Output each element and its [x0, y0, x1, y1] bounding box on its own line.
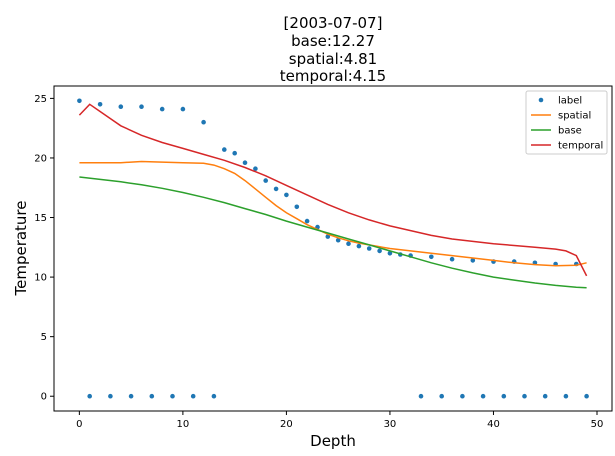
title-line-2: base:12.27: [291, 32, 375, 50]
legend-label-temporal: temporal: [558, 141, 603, 152]
data-point-label: [87, 393, 92, 399]
plot-layer: [77, 98, 589, 399]
series-line-spatial: [79, 160, 587, 267]
data-point-label: [563, 393, 569, 399]
data-point-label: [253, 166, 258, 171]
data-point-label: [180, 106, 186, 112]
x-tick-label: 40: [487, 419, 500, 430]
legend-box: [525, 90, 608, 155]
data-point-label: [242, 160, 248, 165]
y-axis-label: Temperature: [12, 200, 30, 296]
data-point-label: [139, 104, 144, 109]
x-axis: 0 10 20 30 40 50: [76, 411, 603, 430]
title-line-3: spatial:4.81: [289, 50, 377, 68]
y-axis: 0 5 10 15 20 25: [34, 94, 54, 403]
legend-label-spatial: spatial: [558, 111, 591, 122]
data-point-label: [304, 218, 310, 224]
data-point-label: [325, 234, 331, 239]
data-point-label: [470, 258, 476, 263]
data-point-label: [97, 102, 103, 107]
y-tick-label: 20: [34, 153, 47, 164]
y-tick-label: 25: [34, 94, 47, 105]
data-point-label: [377, 248, 382, 254]
data-point-label: [418, 393, 424, 399]
data-point-label: [149, 393, 155, 399]
title-line-1: [2003-07-07]: [284, 14, 383, 32]
data-point-label: [77, 98, 82, 104]
data-point-label: [128, 393, 134, 399]
data-point-label: [335, 237, 341, 243]
series-line-base: [79, 176, 587, 289]
data-point-label: [263, 178, 269, 183]
data-point-label: [232, 150, 237, 156]
data-point-label: [501, 393, 507, 399]
data-point-label: [522, 393, 527, 399]
data-point-label: [273, 186, 279, 192]
data-point-label: [284, 192, 289, 198]
y-tick-label: 15: [34, 213, 47, 224]
data-point-label: [190, 393, 196, 399]
data-point-label: [366, 246, 372, 251]
legend-swatch-label: [538, 97, 544, 103]
series-line-temporal: [78, 103, 588, 277]
data-point-label: [159, 106, 165, 112]
data-point-label: [387, 251, 393, 256]
data-point-label: [429, 254, 434, 260]
y-tick-label: 10: [34, 273, 47, 284]
data-point-label: [222, 147, 227, 152]
data-point-label: [346, 241, 351, 246]
data-point-label: [201, 119, 206, 125]
data-point-label: [439, 393, 445, 399]
legend-label-label: label: [558, 96, 582, 107]
x-tick-label: 0: [76, 419, 82, 430]
x-tick-label: 50: [591, 419, 604, 430]
x-tick-label: 30: [384, 419, 397, 430]
data-point-label: [480, 393, 486, 399]
legend-label-base: base: [558, 126, 582, 137]
data-point-label: [356, 243, 362, 249]
chart-title: [2003-07-07] base:12.27 spatial:4.81 tem…: [280, 14, 386, 85]
data-point-label: [449, 256, 455, 262]
x-tick-label: 20: [280, 419, 293, 430]
data-point-label: [108, 393, 113, 399]
data-point-label: [118, 104, 124, 109]
data-point-label: [170, 393, 175, 399]
x-axis-label: Depth: [310, 432, 356, 450]
data-point-label: [211, 393, 217, 399]
data-point-label: [542, 393, 548, 399]
plot-frame: [53, 85, 613, 412]
data-point-label: [460, 393, 465, 399]
title-line-4: temporal:4.15: [280, 67, 386, 85]
data-point-label: [294, 204, 300, 210]
x-tick-label: 10: [177, 419, 190, 430]
y-tick-label: 5: [41, 332, 47, 343]
legend: label spatial base temporal: [525, 90, 608, 155]
data-point-label: [584, 393, 589, 399]
y-tick-label: 0: [41, 392, 47, 403]
